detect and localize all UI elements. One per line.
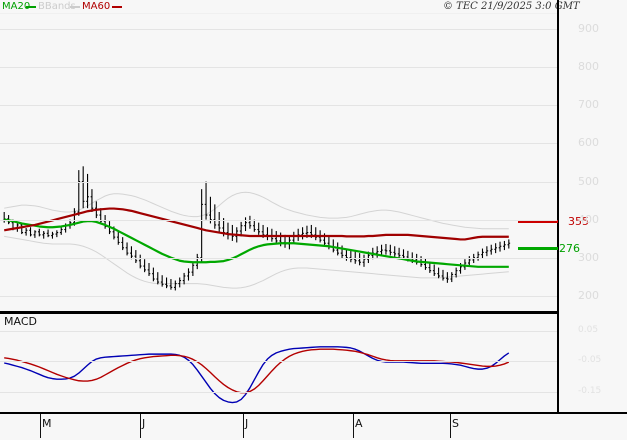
copyright-timestamp: © TEC 21/9/2025 3:0 GMT bbox=[443, 1, 580, 12]
legend-label-bbands: BBands bbox=[38, 1, 76, 12]
panel-separator bbox=[0, 311, 557, 314]
legend-label-ma20: MA20 bbox=[2, 1, 31, 12]
ma20-marker-label: 276 bbox=[559, 242, 580, 255]
price-gridline bbox=[0, 296, 557, 297]
x-axis-month-label: J bbox=[245, 417, 249, 430]
macd-axis-tick-label: -0.05 bbox=[578, 355, 602, 365]
macd-title: MACD bbox=[4, 315, 37, 328]
price-chart bbox=[2, 166, 511, 291]
x-axis-tick bbox=[40, 414, 41, 438]
price-axis-tick-label: 700 bbox=[578, 98, 599, 111]
legend-bar: MA20 BBands MA60 © TEC 21/9/2025 3:0 GMT bbox=[0, 0, 627, 14]
macd-gridline bbox=[0, 331, 557, 332]
x-axis-line bbox=[0, 412, 627, 414]
price-axis-tick-label: 500 bbox=[578, 175, 599, 188]
legend-label-ma60: MA60 bbox=[82, 1, 111, 12]
ma20-marker-line bbox=[518, 247, 558, 250]
price-axis-tick-label: 900 bbox=[578, 22, 599, 35]
price-axis-tick-label: 300 bbox=[578, 251, 599, 264]
price-axis-tick-label: 800 bbox=[578, 60, 599, 73]
macd-gridline bbox=[0, 392, 557, 393]
legend-divider bbox=[0, 13, 557, 14]
y-axis-line bbox=[557, 0, 559, 414]
price-gridline bbox=[0, 258, 557, 259]
price-axis-tick-label: 200 bbox=[578, 289, 599, 302]
legend-swatch-ma20 bbox=[26, 6, 36, 8]
x-axis-tick bbox=[243, 414, 244, 438]
legend-swatch-ma60 bbox=[112, 6, 122, 8]
legend-swatch-bbands bbox=[70, 6, 80, 8]
price-gridline bbox=[0, 143, 557, 144]
price-gridline bbox=[0, 67, 557, 68]
ma60-marker-line bbox=[518, 220, 558, 223]
x-axis-tick bbox=[450, 414, 451, 438]
price-gridline bbox=[0, 29, 557, 30]
x-axis-tick bbox=[353, 414, 354, 438]
ma60-marker-label: 355 bbox=[568, 215, 589, 228]
price-gridline bbox=[0, 105, 557, 106]
x-axis-month-label: J bbox=[142, 417, 146, 430]
x-axis-month-label: M bbox=[42, 417, 52, 430]
macd-gridline bbox=[0, 361, 557, 362]
x-axis-month-label: S bbox=[452, 417, 459, 430]
price-gridline bbox=[0, 182, 557, 183]
macd-chart bbox=[4, 346, 510, 404]
price-axis-tick-label: 400 bbox=[578, 213, 599, 226]
macd-axis-tick-label: 0.05 bbox=[578, 325, 599, 335]
x-axis-month-label: A bbox=[355, 417, 363, 430]
x-axis-tick bbox=[140, 414, 141, 438]
price-gridline bbox=[0, 220, 557, 221]
price-axis-tick-label: 600 bbox=[578, 136, 599, 149]
macd-axis-tick-label: -0.15 bbox=[578, 386, 602, 396]
